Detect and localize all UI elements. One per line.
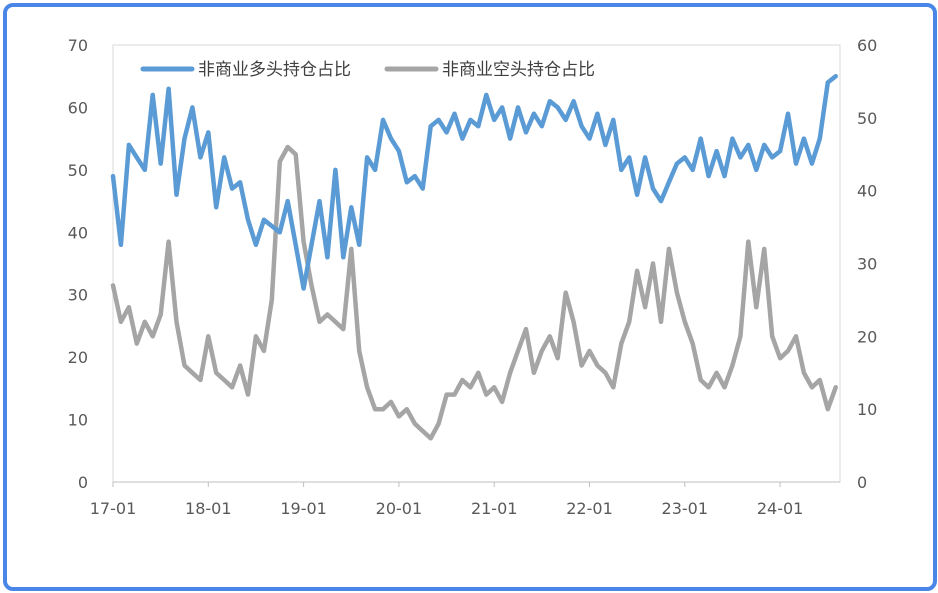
y-left-tick-label: 30	[68, 286, 88, 305]
y-right-tick-label: 30	[857, 255, 877, 274]
x-tick-label: 23-01	[662, 499, 709, 518]
y-left-tick-label: 10	[68, 411, 88, 430]
x-tick-label: 17-01	[90, 499, 137, 518]
legend-label-short: 非商业空头持仓占比	[442, 60, 595, 80]
y-left-tick-label: 20	[68, 348, 88, 367]
y-left-tick-label: 0	[78, 473, 88, 492]
legend: 非商业多头持仓占比 非商业空头持仓占比	[140, 60, 595, 80]
x-tick-label: 24-01	[757, 499, 804, 518]
y-left-tick-label: 60	[68, 98, 88, 117]
series-lines	[110, 73, 838, 441]
y-right-tick-label: 50	[857, 109, 877, 128]
y-left-tick-label: 40	[68, 223, 88, 242]
x-tick-label: 20-01	[376, 499, 423, 518]
y-left-tick-label: 50	[68, 161, 88, 180]
y-right-tick-label: 40	[857, 182, 877, 201]
plot-area-border	[112, 44, 841, 483]
chart-frame	[3, 3, 937, 591]
y-right-tick-label: 10	[857, 400, 877, 419]
legend-label-long: 非商业多头持仓占比	[198, 60, 351, 80]
axes: 0 10 20 30 40 50 60 70 0 10 20 30 40 50 60 17-01 18-01 19…	[68, 36, 878, 518]
y-left-tick-label: 70	[68, 36, 88, 55]
y-right-tick-label: 0	[857, 473, 867, 492]
y-right-tick-label: 60	[857, 36, 877, 55]
series-line-short	[110, 144, 838, 441]
x-tick-label: 22-01	[566, 499, 613, 518]
x-tick-label: 18-01	[185, 499, 232, 518]
x-tick-label: 21-01	[471, 499, 518, 518]
series-line-long	[110, 73, 838, 291]
y-right-tick-label: 20	[857, 327, 877, 346]
x-tick-label: 19-01	[280, 499, 327, 518]
